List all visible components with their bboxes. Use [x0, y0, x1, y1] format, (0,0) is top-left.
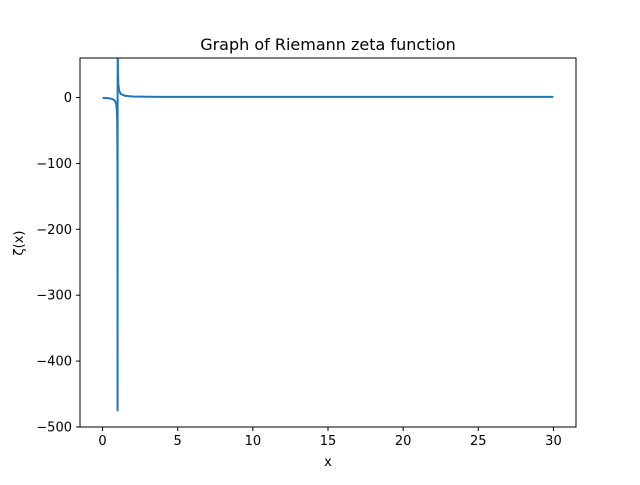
x-tick-label: 30 [545, 434, 562, 449]
y-tick-label: −500 [36, 421, 72, 436]
x-axis-label: x [324, 455, 332, 470]
y-tick-label: −400 [36, 355, 72, 370]
series-line-zeta [102, 58, 554, 412]
x-axis-ticks: 0 5 10 15 20 25 30 [98, 427, 562, 449]
y-axis-ticks: 0 −100 −200 −300 −400 −500 [36, 91, 80, 436]
x-tick-label: 0 [98, 434, 106, 449]
y-tick-label: −100 [36, 157, 72, 172]
y-tick-label: −200 [36, 223, 72, 238]
x-tick-label: 15 [320, 434, 337, 449]
x-tick-label: 20 [395, 434, 412, 449]
x-tick-label: 10 [245, 434, 262, 449]
y-tick-label: 0 [64, 91, 72, 106]
y-axis-label: ζ(x) [12, 231, 27, 256]
chart-title: Graph of Riemann zeta function [200, 35, 456, 54]
x-tick-label: 5 [174, 434, 182, 449]
x-tick-label: 25 [470, 434, 487, 449]
y-tick-label: −300 [36, 289, 72, 304]
